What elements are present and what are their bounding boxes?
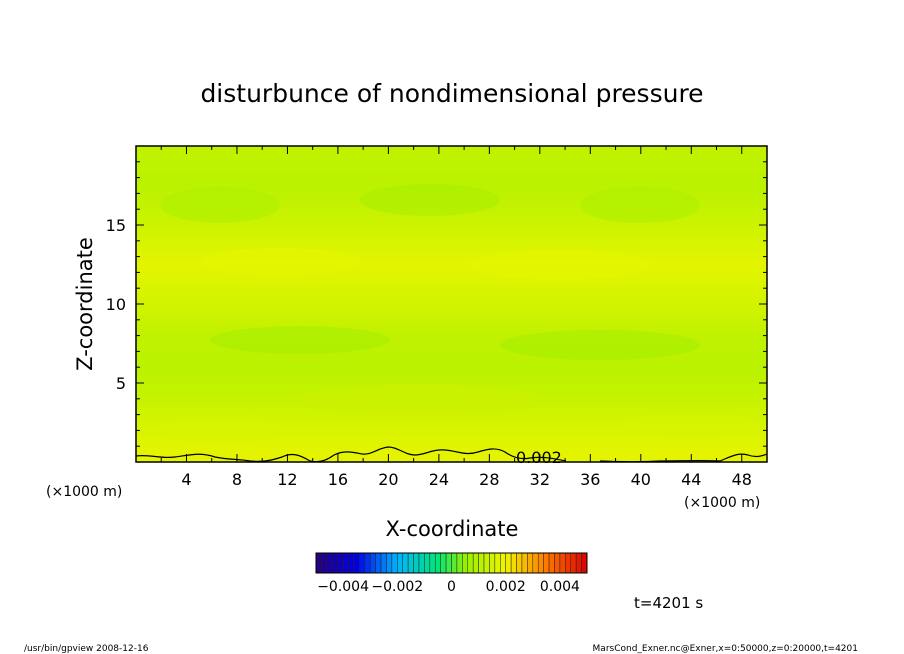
colorbar-cell [451,552,458,574]
colorbar-cell [505,552,512,574]
field-blob [150,418,290,442]
colorbar-cell [337,552,344,574]
colorbar-cell [527,552,534,574]
colorbar-cell [516,552,523,574]
colorbar-cell [418,552,425,574]
colorbar-cell [570,552,577,574]
colorbar-tick-label: 0.002 [486,579,526,595]
colorbar: −0.004 −0.002 0 0.002 0.004 [315,552,588,595]
y-axis: 5 10 15 [106,161,767,447]
colorbar-cell [391,552,398,574]
colorbar-cell [521,552,528,574]
colorbar-cell [364,552,371,574]
footer-left: /usr/bin/gpview 2008-12-16 [24,644,149,654]
colorbar-cell [559,552,566,574]
colorbar-cell [342,552,349,574]
y-tick-label: 10 [106,295,126,314]
colorbar-cell [456,552,463,574]
colorbar-cell [353,552,360,574]
x-tick-label: 20 [378,470,398,489]
colorbar-tick-label: −0.004 [317,579,369,595]
field-blob [470,250,650,280]
colorbar-cell [375,552,382,574]
x-tick-label: 8 [232,470,242,489]
colorbar-cell [575,552,582,574]
x-tick-label: 24 [429,470,449,489]
colorbar-cell [489,552,496,574]
chart-title: disturbunce of nondimensional pressure [200,79,703,108]
colorbar-cells [315,552,588,574]
footer-right: MarsCond_Exner.nc@Exner,x=0:50000,z=0:20… [593,644,858,654]
field-blob [580,187,700,223]
colorbar-cell [402,552,409,574]
x-tick-label: 12 [277,470,297,489]
field-blob [200,248,360,276]
x-tick-label: 4 [181,470,191,489]
colorbar-tick-label: 0.004 [540,579,580,595]
colorbar-cell [359,552,366,574]
colorbar-cell [440,552,447,574]
colorbar-cell [445,552,452,574]
colorbar-cell [483,552,490,574]
colorbar-cell [565,552,571,574]
colorbar-cell [326,552,333,574]
colorbar-cell [537,552,544,574]
x-axis: 4 8 12 16 20 24 28 32 36 40 44 48 [160,146,768,489]
colorbar-cell [472,552,479,574]
x-unit-label: (×1000 m) [684,495,760,511]
colorbar-ticks: −0.004 −0.002 0 0.002 0.004 [317,579,580,595]
colorbar-cell [332,552,338,574]
field-blob [620,413,760,437]
colorbar-cell [548,552,555,574]
colorbar-cell [543,552,550,574]
x-tick-label: 28 [479,470,499,489]
colorbar-cell [434,552,441,574]
y-tick-label: 5 [116,374,126,393]
x-tick-label: 32 [530,470,550,489]
colorbar-cell [424,552,431,574]
colorbar-cell [462,552,469,574]
field-blob [300,384,540,416]
x-tick-label: 36 [580,470,600,489]
colorbar-tick-label: −0.002 [371,579,423,595]
field-blob [160,187,280,223]
colorbar-cell [321,552,328,574]
x-tick-label: 40 [631,470,651,489]
colorbar-cell [407,552,414,574]
colorbar-cell [386,552,393,574]
x-tick-label: 16 [328,470,348,489]
colorbar-cell [510,552,517,574]
colorbar-cell [532,552,539,574]
x-axis-label: X-coordinate [386,517,519,541]
colorbar-cell [413,552,420,574]
colorbar-cell [500,552,506,574]
colorbar-cell [494,552,501,574]
field-blob [360,184,500,216]
colorbar-cell [554,552,561,574]
x-tick-label: 48 [732,470,752,489]
colorbar-cell [467,552,474,574]
y-unit-label: (×1000 m) [46,484,122,500]
colorbar-cell [581,552,588,574]
colorbar-cell [348,552,355,574]
x-tick-label: 44 [681,470,701,489]
colorbar-cell [315,552,322,574]
colorbar-cell [429,552,436,574]
field-blob [500,330,700,360]
y-axis-label: Z-coordinate [73,237,97,371]
colorbar-frame [315,552,588,574]
plot-area: 0.002 [135,145,768,467]
field-blob [210,326,390,354]
field-variations [150,184,760,442]
contour-label: 0.002 [516,448,562,467]
colorbar-cell [380,552,387,574]
colorbar-cell [397,552,403,574]
colorbar-cell [478,552,485,574]
time-label: t=4201 s [634,594,703,612]
colorbar-cell [369,552,376,574]
y-tick-label: 15 [106,216,126,235]
colorbar-tick-label: 0 [447,579,456,595]
